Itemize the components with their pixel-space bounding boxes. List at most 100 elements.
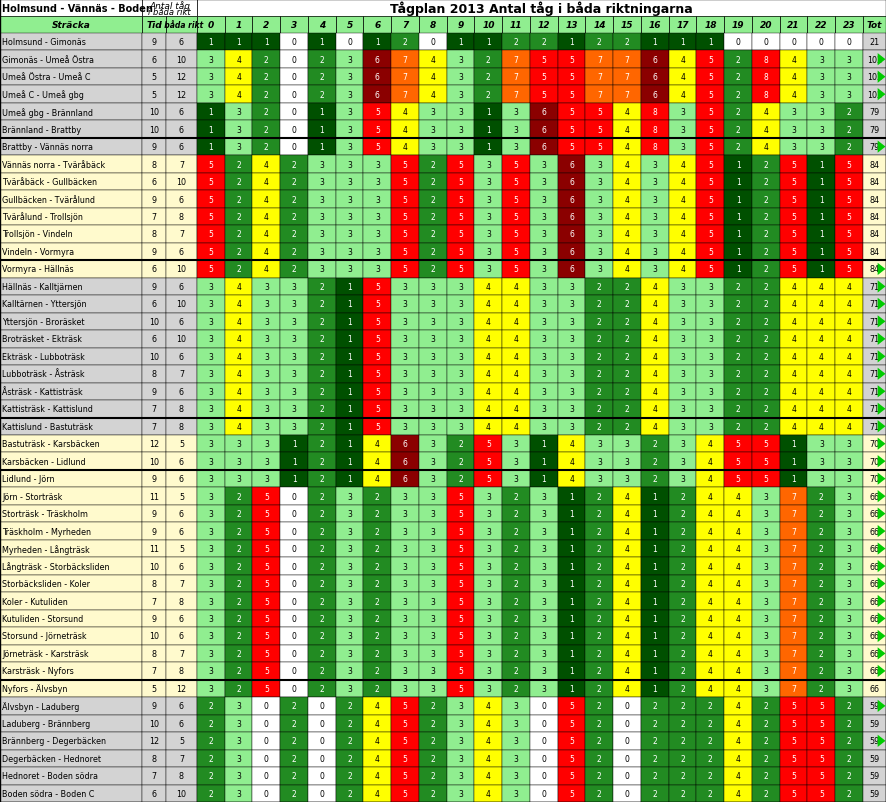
Bar <box>863 348 886 366</box>
Text: 5: 5 <box>208 160 214 169</box>
Text: 2: 2 <box>735 300 741 309</box>
Bar <box>142 470 166 488</box>
Text: 2: 2 <box>819 545 824 553</box>
Bar <box>807 593 835 610</box>
Bar <box>253 348 280 366</box>
Bar <box>696 697 724 715</box>
Bar <box>166 645 197 662</box>
Text: 0: 0 <box>791 38 796 47</box>
Bar <box>225 593 253 610</box>
Text: 4: 4 <box>735 789 741 798</box>
Bar <box>669 226 696 244</box>
Bar <box>253 767 280 784</box>
Text: 2: 2 <box>431 719 435 728</box>
Text: 59: 59 <box>869 789 880 798</box>
Bar <box>835 173 863 191</box>
Text: 2: 2 <box>764 719 768 728</box>
Text: 3: 3 <box>652 160 657 169</box>
Text: 4: 4 <box>735 614 741 623</box>
Text: 7: 7 <box>597 55 602 65</box>
Bar <box>142 418 166 435</box>
Bar <box>669 348 696 366</box>
Text: 7: 7 <box>179 230 184 239</box>
Bar <box>780 697 807 715</box>
Bar <box>752 593 780 610</box>
Bar <box>696 627 724 645</box>
Text: 0: 0 <box>320 789 324 798</box>
Text: 2: 2 <box>764 265 768 274</box>
Bar <box>835 784 863 802</box>
Text: 0: 0 <box>264 772 268 780</box>
Bar <box>392 69 419 87</box>
Text: 4: 4 <box>735 597 741 606</box>
Bar <box>807 156 835 173</box>
Bar <box>363 505 392 523</box>
Bar <box>780 226 807 244</box>
Bar <box>308 314 336 330</box>
Text: 71: 71 <box>869 335 880 344</box>
Bar <box>669 541 696 557</box>
Bar <box>835 400 863 418</box>
Bar <box>752 51 780 69</box>
Bar <box>363 645 392 662</box>
Bar <box>863 523 886 541</box>
Text: 8: 8 <box>179 405 184 414</box>
Text: 5: 5 <box>708 248 713 257</box>
Text: 2: 2 <box>264 125 268 135</box>
Polygon shape <box>878 735 885 747</box>
Bar <box>502 697 530 715</box>
Bar <box>558 296 586 314</box>
Text: 3: 3 <box>375 230 380 239</box>
Text: 3: 3 <box>403 282 408 292</box>
Text: 2: 2 <box>597 352 602 362</box>
Text: 2: 2 <box>514 666 518 675</box>
Text: 5: 5 <box>819 789 824 798</box>
Text: 2: 2 <box>320 91 324 99</box>
Text: 2: 2 <box>847 702 851 711</box>
Text: Nyfors - Älvsbyn: Nyfors - Älvsbyn <box>2 683 67 694</box>
Bar <box>336 69 363 87</box>
Text: 5: 5 <box>569 719 574 728</box>
Text: 5: 5 <box>708 125 713 135</box>
Text: 4: 4 <box>625 265 630 274</box>
Text: 1: 1 <box>652 666 657 675</box>
Text: 3: 3 <box>347 160 352 169</box>
Bar <box>0 680 142 697</box>
Bar <box>142 557 166 575</box>
Bar <box>447 226 475 244</box>
Text: 3: 3 <box>569 370 574 379</box>
Bar <box>392 505 419 523</box>
Text: 10: 10 <box>482 21 494 30</box>
Bar <box>530 697 558 715</box>
Text: 3: 3 <box>403 579 408 589</box>
Text: 1: 1 <box>264 38 268 47</box>
Text: 7: 7 <box>625 91 630 99</box>
Bar <box>835 697 863 715</box>
Bar <box>696 69 724 87</box>
Text: 1: 1 <box>541 457 547 466</box>
Bar <box>586 470 613 488</box>
Text: 3: 3 <box>847 545 851 553</box>
Text: 2: 2 <box>680 702 685 711</box>
Text: 7: 7 <box>179 160 184 169</box>
Bar <box>475 139 502 156</box>
Text: 4: 4 <box>680 230 685 239</box>
Text: 5: 5 <box>403 702 408 711</box>
Bar <box>669 662 696 680</box>
Bar <box>752 662 780 680</box>
Text: 2: 2 <box>458 457 463 466</box>
Text: 5: 5 <box>819 736 824 745</box>
Bar <box>641 610 669 627</box>
Bar <box>752 296 780 314</box>
Text: 3: 3 <box>403 666 408 675</box>
Text: 3: 3 <box>458 370 463 379</box>
Bar <box>166 750 197 767</box>
Text: 3: 3 <box>403 614 408 623</box>
Bar <box>336 767 363 784</box>
Bar <box>752 34 780 51</box>
Text: 0: 0 <box>291 38 297 47</box>
Polygon shape <box>878 89 885 101</box>
Text: 2: 2 <box>680 649 685 658</box>
Bar <box>641 103 669 121</box>
Text: 3: 3 <box>541 265 547 274</box>
